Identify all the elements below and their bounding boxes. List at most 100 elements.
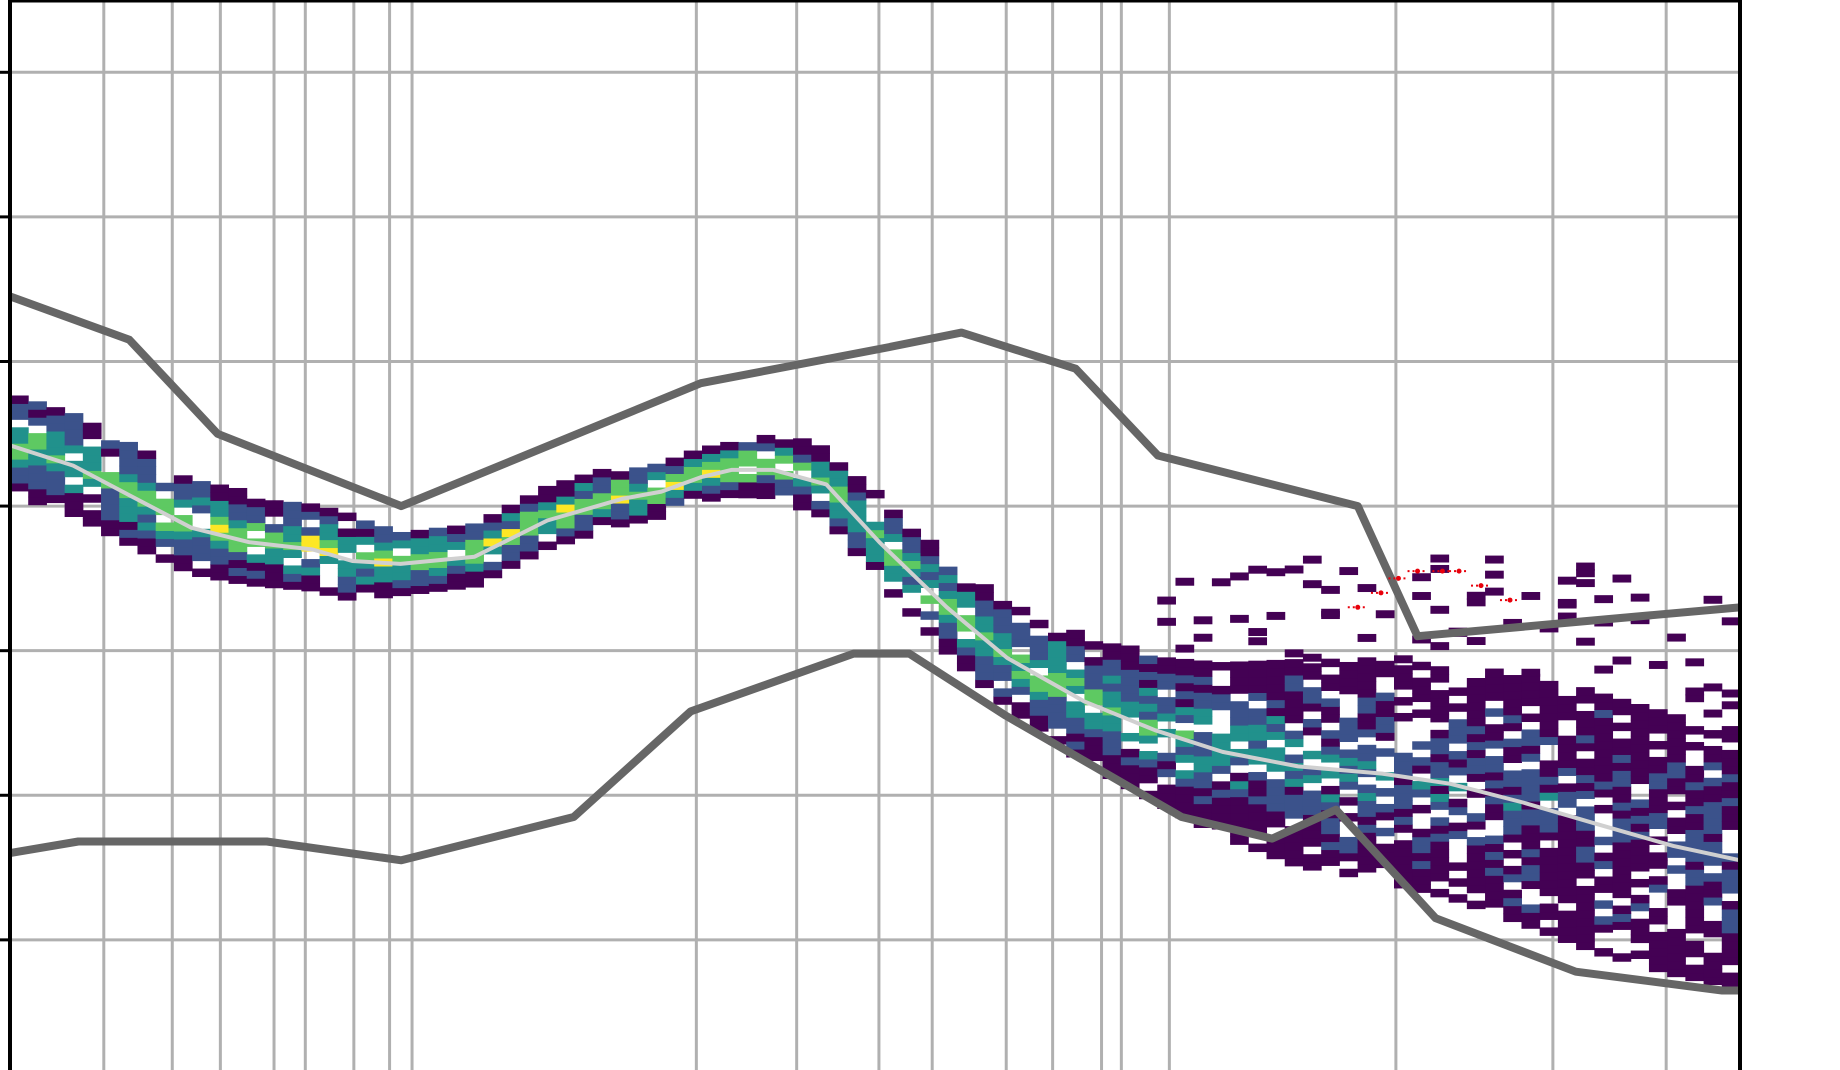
density-cell [1685,781,1705,791]
density-cell [556,519,576,529]
density-cell [1230,733,1249,742]
density-cell [246,498,266,508]
density-cell [920,563,940,573]
density-cell [1430,888,1450,898]
density-cell [1721,781,1740,791]
density-cell [1321,706,1340,715]
density-cell [173,491,193,500]
density-cell [975,679,994,689]
density-cell [938,614,958,623]
density-cell [1430,745,1450,755]
density-cell [1430,705,1450,715]
density-cell [356,576,375,585]
density-cell [1284,659,1304,668]
density-cell [1193,660,1213,669]
density-cell [1357,657,1377,666]
density-cell [902,576,922,585]
density-cell [1029,619,1049,629]
density-cell [956,623,976,632]
density-cell [847,531,867,541]
density-cell [1521,689,1541,699]
density-cell [46,494,66,504]
density-cell [629,499,648,508]
density-cell [1521,729,1541,738]
density-cell [1485,668,1504,678]
density-cell [720,481,739,491]
density-cell [1648,764,1668,774]
density-cell [865,521,885,531]
density-outlier-cell [1576,569,1595,578]
density-cell [374,534,393,543]
density-cell [647,471,667,481]
density-cell [1084,696,1104,706]
density-cell [1357,864,1377,873]
density-cell [592,484,612,494]
density-cell [1539,855,1559,865]
density-cell [264,555,284,565]
density-cell [1503,698,1522,708]
density-outlier-cell [1557,600,1577,609]
density-cell [610,479,630,488]
density-cell [1648,884,1668,893]
density-cell [1157,657,1176,666]
density-cell [1503,754,1522,764]
density-cell [1503,690,1522,700]
axes [0,0,1742,1070]
density-cell [428,567,448,576]
density-cell [1193,700,1213,709]
density-cell [1084,641,1104,650]
density-cell [264,524,284,533]
density-cell [10,459,29,468]
density-cell [1430,769,1450,779]
density-cell [610,471,630,480]
density-cell [1248,732,1268,741]
density-cell [811,500,830,510]
density-cell [1139,671,1158,680]
density-cell [738,450,758,459]
density-cell [1721,932,1740,942]
density-cell [1302,774,1322,784]
density-cell [1612,953,1632,962]
density-cell [1157,784,1176,794]
density-cell [556,504,576,513]
density-cell [1576,790,1595,799]
density-cell [1175,714,1195,724]
density-cell [1503,826,1522,835]
density-cell [1321,817,1340,827]
density-cell [993,672,1013,681]
density-cell [1266,667,1286,677]
density-cell [283,517,302,527]
density-cell [1193,716,1213,725]
density-cell [683,466,703,475]
density-cell [975,631,994,641]
density-cell [938,638,958,647]
density-cell [902,552,922,561]
density-cell [756,482,776,492]
density-cell [1557,703,1577,713]
density-cell [938,622,958,631]
density-cell [483,545,503,555]
density-cell [1648,852,1668,861]
density-cell [1557,862,1577,872]
density-cell [1539,792,1559,801]
density-cell [1703,825,1723,834]
density-cell [246,562,266,571]
density-cell [264,532,284,541]
density-cell [1339,725,1359,735]
density-cell [1703,817,1723,826]
density-cell [1721,749,1740,759]
density-cell [1721,869,1740,878]
density-cell [192,481,211,490]
density-cell [1120,669,1140,678]
density-cell [1485,732,1504,741]
density-cell [1630,767,1650,777]
density-cell [1667,944,1686,954]
density-cell [1066,741,1085,750]
density-cell [1521,737,1541,746]
density-cell [264,571,284,581]
density-cell [1302,806,1322,815]
density-cell [1521,840,1541,850]
density-cell [155,538,175,547]
density-cell [301,567,321,576]
